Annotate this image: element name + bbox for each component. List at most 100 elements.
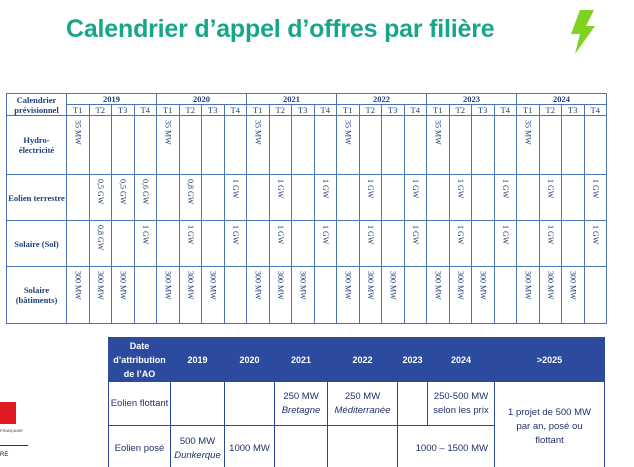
calendar-cell: 35 MW [426,115,450,175]
quarter-header: T4 [133,104,157,116]
calendar-cell: 300 MW [111,266,135,324]
calendar-cell: 1 GW [403,174,427,221]
calendar-cell [381,174,405,221]
calendar-cell: 0,5 GW [111,174,135,221]
ao-cell-pose-2023-2024: 1000 – 1500 MW [397,425,495,467]
calendar-cell [336,220,360,267]
calendar-cell: 300 MW [516,266,540,324]
calendar-row-label: Solaire (bâtiments) [6,266,67,324]
calendar-value: 300 MW [185,271,195,300]
quarter-header: T3 [201,104,225,116]
quarter-header: T1 [246,104,270,116]
calendar-cell: 300 MW [201,266,225,324]
calendar-cell [516,174,540,221]
calendar-row: Solaire (Sol) 0,8 GW 1 GW 1 GW 1 GW 1 GW 1 GW 1… [6,220,607,267]
ao-header-year: 2020 [224,337,275,382]
calendar-cell: 1 GW [358,220,382,267]
calendar-cell [561,115,585,175]
calendar-cell: 0,5 GW [88,174,112,221]
ao-cell-empty [274,425,328,467]
calendar-cell [358,115,382,175]
year-header: 2023 [426,93,517,105]
calendar-cell: 1 GW [538,174,562,221]
calendar-cell [291,174,315,221]
year-header: 2021 [246,93,337,105]
ao-cell-flottant-2022: 250 MW Méditerranée [327,381,398,426]
calendar-table: Calendrier prévisionnel 2019 2020 2021 2… [6,93,607,324]
calendar-row-label: Solaire (Sol) [6,220,67,267]
calendar-cell: 0,8 GW [178,174,202,221]
calendar-value: 0,8 GW [95,225,105,251]
calendar-value: 300 MW [568,271,578,300]
logo-text: FRANÇAISE [0,428,23,433]
calendar-value: 300 MW [163,271,173,300]
quarter-header: T4 [223,104,247,116]
ao-header-year: 2019 [170,337,225,382]
calendar-value: 300 MW [298,271,308,300]
calendar-cell [88,115,112,175]
calendar-cell: 35 MW [246,115,270,175]
calendar-cell [291,115,315,175]
calendar-cell [156,220,180,267]
ao-value: 500 MW [179,435,216,447]
quarter-header: T2 [88,104,112,116]
calendar-value: 1 GW [410,179,420,199]
quarter-header: T4 [403,104,427,116]
calendar-value: 35 MW [523,120,533,145]
calendar-cell [111,220,135,267]
calendar-value: 1 GW [410,225,420,245]
year-header: 2019 [66,93,157,105]
calendar-cell: 1 GW [448,220,472,267]
calendar-value: 0,6 GW [140,179,150,205]
calendar-cell: 300 MW [178,266,202,324]
logo-mark [0,402,16,424]
calendar-cell: 1 GW [223,220,247,267]
quarter-header-row: T1 T2 T3 T4 T1 T2 T3 T4 T1 T2 T3 T4 T1 T2 T3 T4 T1 T2 T3 T4… [7,104,607,116]
ao-value: 250 MW [283,390,319,402]
ao-cell-empty [397,381,428,426]
calendar-cell [246,174,270,221]
calendar-value: 1 GW [455,179,465,199]
quarter-header: T4 [493,104,517,116]
calendar-value: 1 GW [275,225,285,245]
calendar-value: 300 MW [478,271,488,300]
calendar-row-label: Hydro-électricité [6,115,67,175]
quarter-header: T3 [471,104,495,116]
calendar-cell: 300 MW [156,266,180,324]
calendar-cell [583,115,607,175]
page-title: Calendrier d’appel d’offres par filière [66,15,495,43]
calendar-cell [201,220,225,267]
calendar-value: 1 GW [545,179,555,199]
calendar-cell: 1 GW [178,220,202,267]
calendar-value: 300 MW [343,271,353,300]
calendar-cell: 1 GW [403,220,427,267]
quarter-header: T1 [336,104,360,116]
calendar-cell [66,220,90,267]
calendar-cell [133,115,157,175]
calendar-value: 1 GW [185,225,195,245]
calendar-value: 1 GW [545,225,555,245]
calendar-value: 300 MW [455,271,465,300]
calendar-cell: 0,8 GW [88,220,112,267]
calendar-cell [268,115,292,175]
quarter-header: T3 [561,104,585,116]
year-header: 2024 [516,93,607,105]
calendar-cell [516,220,540,267]
calendar-value: 0,8 GW [185,179,195,205]
ao-cell-flottant-2021: 250 MW Bretagne [274,381,328,426]
calendar-value: 35 MW [73,120,83,145]
calendar-value: 35 MW [343,120,353,145]
ao-header-year: 2021 [274,337,328,382]
calendar-cell: 1 GW [223,174,247,221]
quarter-header: T2 [178,104,202,116]
ao-location: Bretagne [281,404,321,416]
calendar-cell: 1 GW [268,174,292,221]
calendar-value: 1 GW [365,225,375,245]
calendar-cell [426,220,450,267]
calendar-cell: 300 MW [538,266,562,324]
calendar-cell [133,266,157,324]
calendar-cell [223,266,247,324]
calendar-value: 1 GW [230,179,240,199]
quarter-header: T1 [66,104,90,116]
calendar-value: 1 GW [275,179,285,199]
